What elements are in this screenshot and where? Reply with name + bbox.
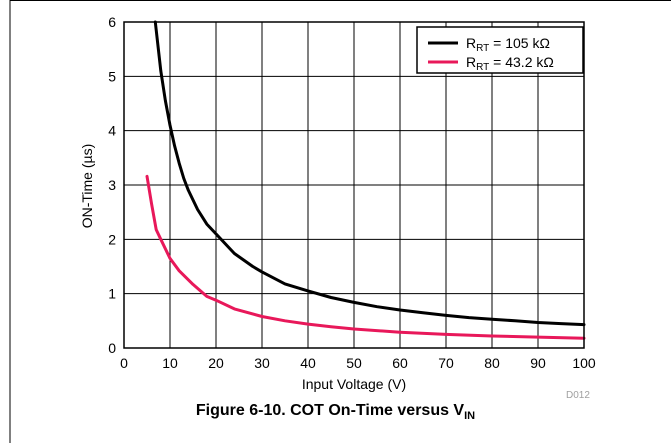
x-tick-label: 0 [120,355,128,371]
series-line-1 [145,174,586,340]
series-line-0 [153,20,586,327]
x-tick-label: 60 [392,355,408,371]
figure-caption: Figure 6-10. COT On-Time versus VIN [0,402,671,422]
caption-subscript: IN [464,410,476,423]
y-tick-label: 3 [108,177,116,193]
y-tick-label: 0 [108,340,116,356]
x-tick-label: 30 [254,355,270,371]
y-tick-labels: 0 1 2 3 4 5 6 [108,14,116,356]
x-tick-label: 70 [438,355,454,371]
y-tick-label: 4 [108,123,116,139]
x-axis-title: Input Voltage (V) [302,376,406,392]
x-tick-labels: 0 10 20 30 40 50 60 70 80 90 100 [120,355,596,371]
y-axis-title: ON-Time (µs) [79,144,95,229]
legend-box [416,26,584,74]
plot-area-border [123,21,585,349]
x-tick-label: 50 [346,355,362,371]
x-tick-label: 10 [162,355,178,371]
y-tick-label: 2 [108,231,116,247]
x-tick-label: 20 [208,355,224,371]
figure-code: D012 [566,390,590,401]
caption-text: Figure 6-10. COT On-Time versus V [195,402,465,419]
legend-label-105k: RRT = 105 kΩ [466,35,550,54]
x-tick-label: 100 [572,355,596,371]
legend-label-43-2k: RRT = 43.2 kΩ [466,54,554,73]
y-tick-label: 5 [108,68,116,84]
x-tick-label: 90 [530,355,546,371]
series-layer [145,20,586,340]
legend: RRT = 105 kΩ RRT = 43.2 kΩ [416,26,584,74]
y-tick-label: 1 [108,286,116,302]
x-tick-label: 40 [300,355,316,371]
x-tick-label: 80 [484,355,500,371]
y-tick-label: 6 [108,14,116,30]
